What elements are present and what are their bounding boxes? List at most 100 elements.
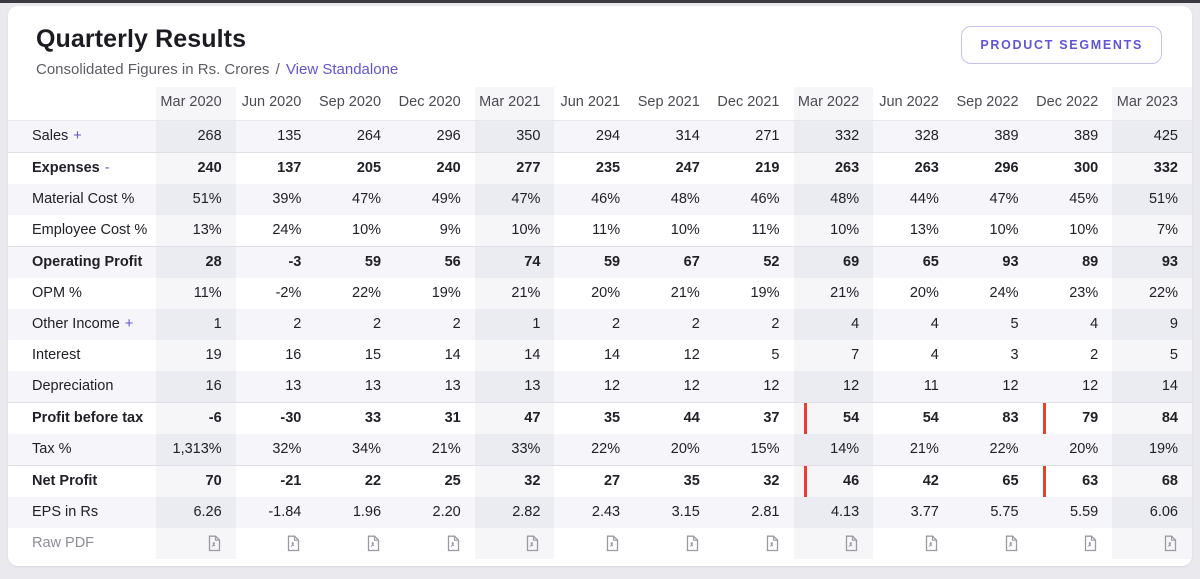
pdf-file-icon[interactable] — [1163, 535, 1178, 552]
cell-expenses-mar-2022: 263 — [793, 152, 874, 184]
pdf-file-icon[interactable] — [605, 535, 620, 552]
row-label-opm: OPM % — [8, 278, 156, 309]
cell-material-cost-dec-2020: 49% — [431, 191, 461, 207]
cell-operating-profit-dec-2021: 52 — [713, 246, 794, 278]
cell-employee-cost-dec-2022: 10% — [1069, 222, 1099, 238]
column-header-mar-2020: Mar 2020 — [156, 87, 236, 121]
column-header-jun-2020: Jun 2020 — [235, 87, 316, 121]
pdf-file-icon[interactable] — [366, 535, 381, 552]
cell-depreciation-jun-2020: 13 — [285, 378, 302, 394]
cell-operating-profit-jun-2021: 59 — [554, 246, 635, 278]
cell-eps-in-rs-mar-2022: 4.13 — [793, 497, 874, 528]
cell-operating-profit-sep-2020: 59 — [315, 246, 396, 278]
pdf-file-icon[interactable] — [1004, 535, 1019, 552]
cell-tax-mar-2020: 1,313% — [156, 434, 236, 466]
pdf-cell-dec-2021[interactable] — [714, 528, 794, 559]
cell-other-income-jun-2022: 4 — [930, 316, 939, 332]
cell-eps-in-rs-sep-2022: 5.75 — [990, 504, 1019, 520]
cell-profit-before-tax-dec-2022: 79 — [1032, 402, 1113, 434]
cell-expenses-sep-2020: 205 — [315, 152, 396, 184]
cell-other-income-mar-2021: 1 — [474, 309, 555, 340]
pdf-cell-mar-2022[interactable] — [793, 528, 874, 559]
expand-expenses-button[interactable]: - — [104, 160, 110, 176]
cell-eps-in-rs-jun-2021: 2.43 — [591, 504, 621, 520]
pdf-file-icon[interactable] — [924, 535, 939, 552]
cell-material-cost-dec-2021: 46% — [750, 191, 780, 207]
cell-interest-mar-2022: 7 — [793, 340, 874, 371]
cell-material-cost-jun-2021: 46% — [591, 191, 621, 207]
expand-sales-button[interactable]: + — [73, 128, 82, 144]
cell-employee-cost-sep-2021: 10% — [670, 222, 700, 238]
row-label-sales: Sales + — [8, 121, 156, 153]
cell-material-cost-mar-2020: 51% — [156, 184, 236, 215]
cell-opm-sep-2020: 22% — [352, 285, 382, 301]
pdf-cell-mar-2020[interactable] — [156, 528, 236, 559]
column-header-mar-2022: Mar 2022 — [793, 87, 874, 121]
pdf-file-icon[interactable] — [1083, 535, 1098, 552]
cell-employee-cost-dec-2021: 11% — [751, 222, 780, 238]
subtitle-text: Consolidated Figures in Rs. Crores — [36, 61, 270, 78]
cell-other-income-mar-2022: 4 — [793, 309, 874, 340]
pdf-file-icon[interactable] — [525, 535, 540, 552]
pdf-cell-sep-2020[interactable] — [315, 528, 395, 559]
row-label-text: Expenses — [32, 160, 100, 176]
cell-tax-mar-2023: 19% — [1112, 434, 1192, 466]
row-label-other-income: Other Income + — [8, 309, 156, 340]
cell-opm-sep-2022: 24% — [989, 285, 1019, 301]
card-header: Quarterly Results Consolidated Figures i… — [8, 6, 1192, 87]
cell-material-cost-sep-2022: 47% — [989, 191, 1019, 207]
pdf-file-icon[interactable] — [844, 535, 859, 552]
cell-eps-in-rs-dec-2022: 5.59 — [1070, 504, 1099, 520]
pdf-cell-jun-2022[interactable] — [873, 528, 953, 559]
cell-opm-mar-2022: 21% — [793, 278, 874, 309]
cell-net-profit-dec-2021: 32 — [713, 465, 794, 497]
cell-profit-before-tax-sep-2022: 83 — [952, 402, 1033, 434]
pdf-cell-mar-2023[interactable] — [1112, 528, 1192, 559]
product-segments-button[interactable]: PRODUCT SEGMENTS — [961, 26, 1162, 64]
cell-other-income-jun-2021: 2 — [612, 316, 621, 332]
cell-employee-cost-mar-2022: 10% — [793, 215, 874, 247]
cell-profit-before-tax-mar-2021: 47 — [474, 402, 555, 434]
cell-interest-dec-2020: 14 — [444, 347, 461, 363]
pdf-file-icon[interactable] — [446, 535, 461, 552]
cell-profit-before-tax-mar-2022: 54 — [793, 402, 874, 434]
cell-material-cost-jun-2022: 44% — [909, 191, 939, 207]
pdf-file-icon[interactable] — [207, 535, 222, 552]
table-row-employee-cost: Employee Cost % 13% 24% 10% 9% 10% 11% 10% 11% 10… — [8, 215, 1192, 247]
view-standalone-link[interactable]: View Standalone — [285, 61, 399, 78]
cell-tax-dec-2022: 20% — [1069, 441, 1099, 457]
pdf-cell-jun-2020[interactable] — [236, 528, 316, 559]
pdf-cell-dec-2022[interactable] — [1033, 528, 1113, 559]
pdf-file-icon[interactable] — [765, 535, 780, 552]
cell-profit-before-tax-sep-2020: 33 — [315, 402, 396, 434]
table-row-net-profit: Net Profit 70 -21 22 25 32 27 35 32 46 42 65 63 68 — [8, 465, 1192, 497]
table-row-tax: Tax % 1,313% 32% 34% 21% 33% 22% 20% 15% 14% 21% 22… — [8, 434, 1192, 466]
column-header-sep-2022: Sep 2022 — [952, 87, 1033, 121]
table-row-interest: Interest 19 16 15 14 14 14 12 5 7 4 3 2 5 — [8, 340, 1192, 371]
cell-net-profit-dec-2020: 25 — [395, 465, 475, 497]
pdf-file-icon[interactable] — [685, 535, 700, 552]
cell-operating-profit-jun-2022: 65 — [873, 246, 953, 278]
pdf-file-icon[interactable] — [286, 535, 301, 552]
pdf-cell-sep-2021[interactable] — [634, 528, 714, 559]
cell-opm-jun-2022: 20% — [909, 285, 939, 301]
cell-eps-in-rs-sep-2021: 3.15 — [671, 504, 700, 520]
cell-other-income-dec-2020: 2 — [452, 316, 461, 332]
cell-interest-sep-2020: 15 — [364, 347, 382, 363]
row-label-text: Employee Cost % — [32, 222, 148, 238]
cell-net-profit-mar-2022: 46 — [793, 465, 874, 497]
cell-expenses-sep-2022: 296 — [952, 152, 1033, 184]
pdf-cell-dec-2020[interactable] — [395, 528, 475, 559]
expand-other-income-button[interactable]: + — [124, 316, 134, 332]
table-row-expenses: Expenses -240 137 205 240 277 235 247 219 263 263 2… — [8, 152, 1192, 184]
cell-employee-cost-sep-2020: 10% — [352, 222, 382, 238]
quarterly-results-card: Quarterly Results Consolidated Figures i… — [8, 6, 1192, 566]
pdf-cell-sep-2022[interactable] — [953, 528, 1033, 559]
pdf-cell-jun-2021[interactable] — [554, 528, 634, 559]
cell-profit-before-tax-mar-2023: 84 — [1112, 402, 1192, 434]
pdf-cell-mar-2021[interactable] — [474, 528, 555, 559]
cell-profit-before-tax-jun-2021: 35 — [554, 402, 635, 434]
row-label-text: Raw PDF — [32, 535, 95, 551]
cell-eps-in-rs-dec-2020: 2.20 — [432, 504, 461, 520]
row-label-profit-before-tax: Profit before tax — [8, 402, 156, 434]
